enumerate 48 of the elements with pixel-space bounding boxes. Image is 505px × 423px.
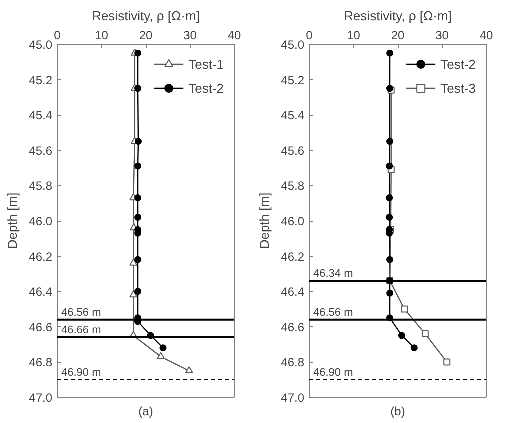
y-tick-label: 46.2 <box>29 250 53 264</box>
y-tick-label: 45.2 <box>29 73 53 88</box>
y-tick-label: 45.6 <box>29 144 53 158</box>
y-tick-label: 46.0 <box>29 214 53 228</box>
x-tick-label: 0 <box>54 28 62 42</box>
legend-label: Test-2 <box>440 56 476 72</box>
x-tick-label: 40 <box>480 28 494 42</box>
x-tick-label: 20 <box>391 28 405 42</box>
text: (b) <box>390 404 406 418</box>
ref-line-label: 46.34 m <box>314 268 354 280</box>
x-axis-title: Resistivity, ρ [Ω·m] <box>344 8 452 24</box>
ref-line-label: 46.56 m <box>314 306 354 319</box>
ref-line-label: 46.90 m <box>62 366 102 379</box>
x-tick-label: 10 <box>347 28 361 42</box>
x-tick-label: 30 <box>184 28 198 42</box>
y-tick-label: 45.8 <box>281 179 305 194</box>
y-tick-label: 45.2 <box>281 73 305 88</box>
x-axis-title: Resistivity, ρ [Ω·m] <box>92 8 200 24</box>
x-tick-label: 10 <box>95 28 109 42</box>
y-tick-label: 46.4 <box>281 285 305 300</box>
y-tick-label: 45.6 <box>281 144 305 158</box>
y-tick-label: 46.4 <box>29 285 53 300</box>
y-tick-label: 46.2 <box>281 250 305 264</box>
x-tick-label: 20 <box>139 28 153 42</box>
legend-label: Test-3 <box>440 80 476 96</box>
x-tick-label: 30 <box>436 28 450 42</box>
y-tick-label: 46.8 <box>29 356 53 370</box>
y-tick-label: 45.8 <box>29 179 53 194</box>
x-tick-label: 40 <box>228 28 242 42</box>
y-tick-label: 45.4 <box>281 108 305 123</box>
y-axis-title: Depth [m] <box>257 192 272 250</box>
y-tick-label: 45.4 <box>29 108 53 123</box>
ref-line-label: 46.56 m <box>62 306 102 319</box>
legend-label: Test-1 <box>188 56 224 72</box>
y-tick-label: 46.6 <box>29 320 53 334</box>
x-tick-label: 0 <box>306 28 314 42</box>
y-tick-label: 46.0 <box>281 214 305 228</box>
ref-line-label: 46.90 m <box>314 366 354 379</box>
ref-line-label: 46.66 m <box>62 324 102 336</box>
y-tick-label: 45.0 <box>29 38 53 52</box>
y-axis-title: Depth [m] <box>5 192 20 250</box>
text: (a) <box>138 404 154 418</box>
y-tick-label: 45.0 <box>281 38 305 52</box>
y-tick-label: 46.6 <box>281 320 305 334</box>
y-tick-label: 46.8 <box>281 356 305 370</box>
legend-label: Test-2 <box>188 80 224 96</box>
y-tick-label: 47.0 <box>281 391 305 405</box>
y-tick-label: 47.0 <box>29 391 53 405</box>
